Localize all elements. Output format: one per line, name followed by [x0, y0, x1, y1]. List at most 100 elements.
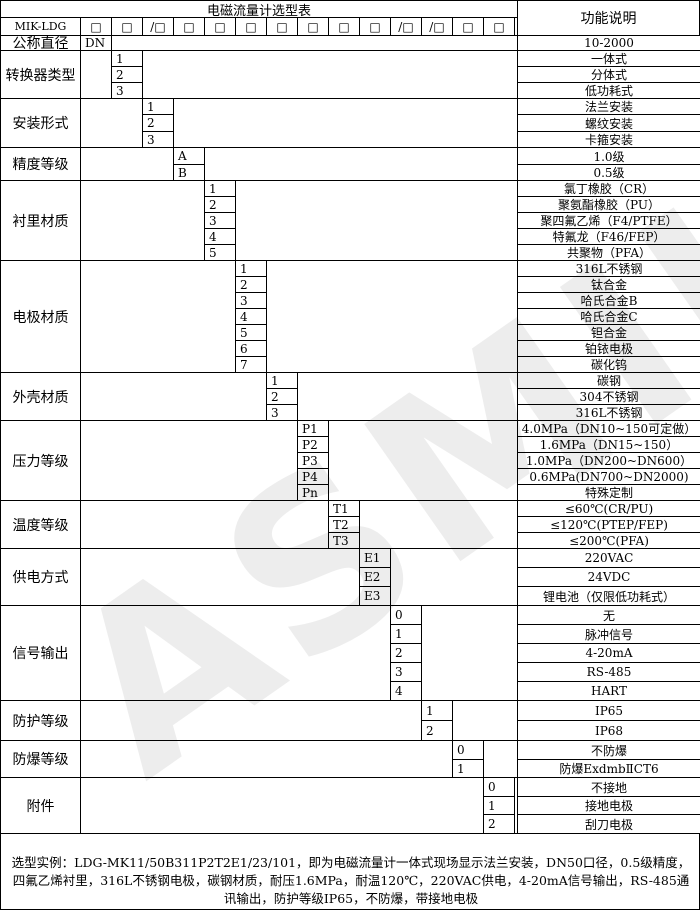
option-code: 4	[235, 308, 267, 325]
option-code: B	[173, 164, 205, 181]
code-box: □	[359, 17, 391, 36]
code-box: □	[483, 17, 515, 36]
option-description: 法兰安装	[517, 98, 700, 115]
blank-cell	[359, 500, 518, 549]
group-label: 安装形式	[0, 98, 81, 148]
option-code: T1	[328, 500, 360, 517]
option-description: 碳化钨	[517, 356, 700, 373]
blank-cell	[80, 260, 236, 373]
option-description: 哈氏合金B	[517, 292, 700, 309]
table-title: 电磁流量计选型表	[0, 0, 518, 18]
option-code: P3	[297, 452, 329, 469]
option-description: IP65	[517, 700, 700, 721]
group-label: 防爆等级	[0, 740, 81, 778]
blank-cell	[80, 420, 298, 501]
option-code: 7	[235, 356, 267, 373]
code-box: □	[80, 17, 112, 36]
option-code: 3	[390, 662, 422, 682]
option-description: 脉冲信号	[517, 624, 700, 644]
blank-cell	[142, 50, 518, 99]
option-code: T2	[328, 516, 360, 533]
option-description: 卡箍安装	[517, 131, 700, 148]
blank-cell	[390, 548, 518, 606]
option-code: E2	[359, 567, 391, 587]
option-description: 氯丁橡胶（CR）	[517, 180, 700, 197]
option-description: 特殊定制	[517, 484, 700, 501]
option-code: 0	[483, 777, 515, 797]
blank-cell	[421, 605, 518, 701]
code-box: □	[204, 17, 236, 36]
option-description: 1.6MPa（DN15~150）	[517, 436, 700, 453]
option-description: RS-485	[517, 662, 700, 682]
option-description: 碳钢	[517, 372, 700, 389]
code-box: /□	[421, 17, 453, 36]
option-code: P4	[297, 468, 329, 485]
option-description: 316L不锈钢	[517, 260, 700, 277]
option-code: 3	[266, 404, 298, 421]
option-description: 0.5级	[517, 164, 700, 181]
option-code: 2	[111, 66, 143, 83]
option-description: 特氟龙（F46/FEP）	[517, 228, 700, 245]
option-code: 4	[390, 681, 422, 701]
group-label: 防护等级	[0, 700, 81, 741]
option-description: 聚四氟乙烯（F4/PTFE）	[517, 212, 700, 229]
option-description: 220VAC	[517, 548, 700, 568]
option-code: DN	[80, 35, 112, 51]
blank-cell	[328, 420, 518, 501]
option-description: IP68	[517, 720, 700, 741]
option-description: 1.0MPa（DN200~DN600）	[517, 452, 700, 469]
option-description: ≤60℃(CR/PU)	[517, 500, 700, 517]
group-label: 外壳材质	[0, 372, 81, 421]
blank-cell	[80, 500, 329, 549]
blank-cell	[452, 700, 518, 741]
option-code: 5	[204, 244, 236, 261]
option-code: 3	[111, 82, 143, 99]
option-description: HART	[517, 681, 700, 701]
option-code: 1	[390, 624, 422, 644]
blank-cell	[80, 50, 112, 99]
option-code: 3	[235, 292, 267, 309]
code-box: /□	[142, 17, 174, 36]
code-box: □	[328, 17, 360, 36]
option-code: 1	[235, 260, 267, 277]
blank-cell	[80, 548, 360, 606]
option-description: 低功耗式	[517, 82, 700, 99]
blank-cell	[111, 35, 518, 51]
group-label: 附件	[0, 777, 81, 834]
option-code: 1	[483, 796, 515, 815]
group-label: 信号输出	[0, 605, 81, 701]
option-description: 共聚物（PFA）	[517, 244, 700, 261]
blank-cell	[80, 700, 422, 741]
option-code: 4	[204, 228, 236, 245]
option-code: 1	[142, 98, 174, 115]
option-description: 24VDC	[517, 567, 700, 587]
option-description: 螺纹安装	[517, 114, 700, 132]
option-code: 2	[390, 643, 422, 663]
code-box: □	[297, 17, 329, 36]
option-code: 6	[235, 340, 267, 357]
option-description: 分体式	[517, 66, 700, 83]
option-description: 不防爆	[517, 740, 700, 760]
group-label: 公称直径	[0, 35, 81, 51]
option-description: 钛合金	[517, 276, 700, 293]
code-box: □	[111, 17, 143, 36]
option-code: 0	[452, 740, 484, 760]
option-code: 1	[452, 759, 484, 778]
group-label: 转换器类型	[0, 50, 81, 99]
model-prefix: MIK-LDG	[0, 17, 81, 36]
option-code: Pn	[297, 484, 329, 501]
group-label: 精度等级	[0, 147, 81, 181]
blank-cell	[80, 740, 453, 778]
blank-cell	[483, 740, 518, 778]
code-box: □	[173, 17, 205, 36]
blank-cell	[173, 98, 518, 148]
option-code: 1	[204, 180, 236, 197]
code-box: □	[266, 17, 298, 36]
group-label: 供电方式	[0, 548, 81, 606]
option-description: 不接地	[517, 777, 700, 797]
group-label: 衬里材质	[0, 180, 81, 261]
option-code: E1	[359, 548, 391, 568]
blank-cell	[266, 260, 518, 373]
code-box: /□	[390, 17, 422, 36]
